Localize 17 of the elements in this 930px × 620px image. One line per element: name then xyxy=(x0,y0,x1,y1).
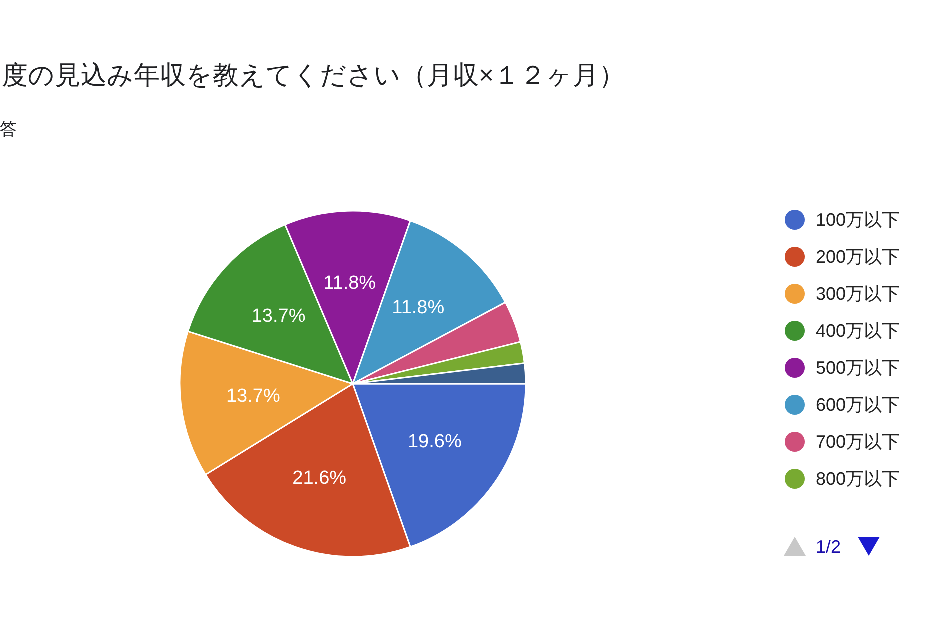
data-label: 11.8% xyxy=(392,297,445,318)
data-label: 13.7% xyxy=(252,306,306,327)
text: 1/2 xyxy=(816,537,842,557)
data-label: 19.6% xyxy=(408,431,462,452)
text: 答 xyxy=(0,120,17,139)
data-label: 13.7% xyxy=(226,386,280,407)
legend-label: 200万以下 xyxy=(816,247,900,267)
data-label: 11.8% xyxy=(324,273,376,294)
legend-label: 400万以下 xyxy=(816,321,900,341)
legend-label: 500万以下 xyxy=(816,358,900,378)
legend-label: 100万以下 xyxy=(816,210,900,230)
legend-label: 300万以下 xyxy=(816,284,900,304)
data-label: 21.6% xyxy=(292,468,347,490)
chart-title: 度の見込み年収を教えてください（月収×１２ヶ月） xyxy=(2,60,626,90)
legend-label: 700万以下 xyxy=(816,432,900,452)
legend-label: 600万以下 xyxy=(816,395,900,415)
legend-label: 800万以下 xyxy=(816,469,900,489)
